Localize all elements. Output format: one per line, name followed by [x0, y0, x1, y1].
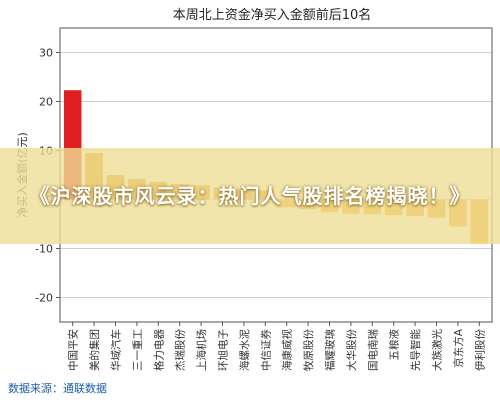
y-tick-label: 30 [39, 47, 53, 60]
x-tick-label: 美的集团 [88, 329, 101, 371]
headline-text: 《沪深股市风云录：热门人气股排名榜揭晓！》 [29, 184, 471, 208]
x-tick-label: 京东方A [452, 328, 465, 367]
x-tick-label: 华域汽车 [110, 329, 123, 371]
y-tick-label: -10 [35, 243, 53, 256]
headline-banner: 《沪深股市风云录：热门人气股排名榜揭晓！》 [0, 148, 500, 244]
x-tick-label: 牧原股份 [302, 329, 315, 371]
x-tick-label: 中国平安 [67, 329, 80, 371]
y-tick-label: -20 [35, 292, 53, 305]
x-tick-label: 五粮液 [388, 329, 401, 361]
x-tick-label: 中信证券 [259, 329, 272, 371]
x-tick-label: 海螺水泥 [238, 329, 251, 371]
x-tick-label: 杰瑞股份 [175, 329, 187, 371]
x-tick-label: 先导智能 [409, 329, 422, 371]
x-tick-label: 大华股份 [345, 329, 358, 371]
x-axis-ticks: 中国平安 美的集团 华域汽车 三一重工 格力电器 杰瑞股份 上海机场 环旭电子 海螺水泥 中信证券… [67, 322, 486, 371]
chart-title: 本周北上资金净买入金额前后10名 [173, 7, 372, 23]
x-tick-label: 海康威视 [281, 329, 294, 371]
x-tick-label: 环旭电子 [217, 329, 230, 371]
x-tick-label: 大族激光 [431, 329, 444, 371]
x-tick-label: 福耀玻璃 [324, 329, 337, 371]
x-tick-label: 三一重工 [131, 329, 144, 371]
x-tick-label: 伊利股份 [474, 329, 486, 371]
x-tick-label: 上海机场 [195, 329, 208, 371]
x-tick-label: 国电南瑞 [366, 329, 379, 371]
y-tick-label: 20 [39, 96, 53, 109]
x-tick-label: 格力电器 [152, 329, 165, 371]
data-source: 数据来源：通联数据 [8, 381, 107, 395]
